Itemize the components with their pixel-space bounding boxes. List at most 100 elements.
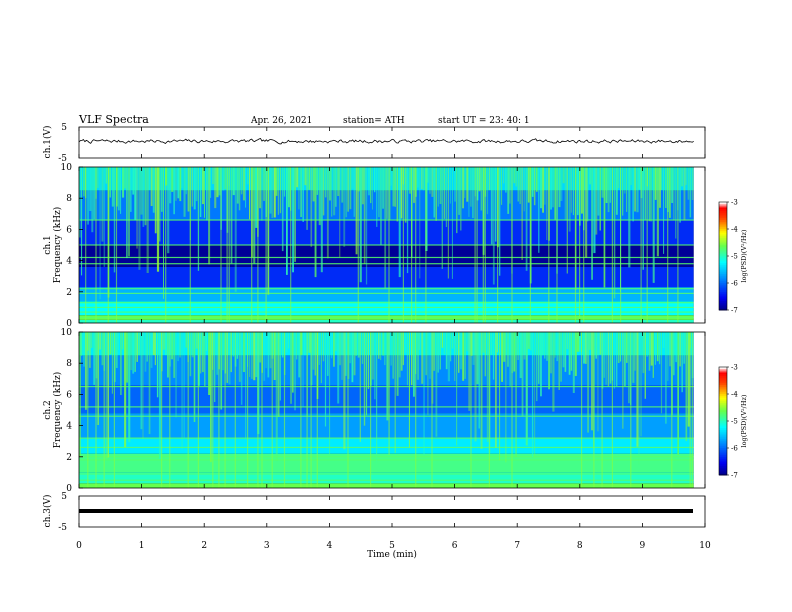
sferic-streak: [497, 167, 499, 323]
sferic-streak: [378, 167, 380, 218]
ch1-yticks: 0 2 4 6 8 10: [61, 163, 83, 329]
sferic-streak: [454, 167, 456, 202]
sferic-streak: [189, 167, 191, 323]
xtick-label: 4: [327, 541, 333, 551]
colorbar-step: [719, 252, 727, 255]
colorbar-step: [719, 413, 727, 417]
colorbar-step: [719, 370, 727, 373]
sferic-streak: [103, 332, 105, 488]
sferic-streak: [343, 332, 346, 450]
sferic-streak: [476, 332, 479, 385]
sferic-streak: [656, 332, 659, 362]
sferic-streak: [304, 167, 307, 186]
sferic-streak: [310, 332, 312, 488]
sferic-streak: [120, 167, 122, 214]
xtick-label: 10: [699, 541, 711, 551]
sferic-streak: [173, 332, 176, 378]
sferic-streak: [392, 332, 394, 379]
sferic-streak: [419, 332, 421, 350]
colorbar-tick-label: -4: [731, 226, 738, 234]
sferic-streak: [546, 167, 548, 241]
sferic-streak: [79, 167, 81, 238]
sferic-streak: [476, 167, 478, 323]
sferic-streak: [548, 332, 550, 390]
sferic-streak: [456, 167, 458, 234]
sferic-streak: [673, 332, 675, 376]
sferic-streak: [439, 332, 441, 370]
sferic-streak: [144, 167, 147, 226]
colorbar-step: [719, 388, 727, 391]
sferic-streak: [349, 332, 352, 364]
sferic-streak: [255, 167, 258, 228]
sferic-streak: [93, 167, 96, 220]
sferic-streak: [283, 332, 286, 488]
sferic-streak: [564, 332, 567, 372]
sferic-streak: [525, 332, 528, 446]
sferic-streak: [579, 167, 581, 323]
sferic-streak: [423, 332, 425, 456]
sferic-streak: [269, 332, 272, 369]
sferic-streak: [218, 167, 221, 196]
sferic-streak: [677, 332, 679, 456]
colorbar-step: [719, 299, 727, 302]
colorbar-step: [719, 473, 727, 476]
sferic-streak: [622, 167, 624, 216]
sferic-streak: [148, 332, 151, 435]
sferic-streak: [630, 167, 633, 186]
ch1-ytick-top: 5: [61, 123, 67, 133]
sferic-streak: [253, 167, 256, 264]
sferic-streak: [566, 167, 568, 274]
sferic-streak: [386, 332, 389, 421]
sferic-streak: [154, 167, 157, 234]
colorbar-step: [719, 275, 727, 279]
sferic-streak: [685, 167, 687, 186]
sferic-streak: [169, 167, 172, 204]
sferic-streak: [384, 167, 387, 289]
ytick-label: 6: [66, 225, 72, 235]
sferic-streak: [644, 332, 646, 399]
colorbar-step: [719, 254, 727, 257]
sferic-streak: [505, 332, 507, 463]
sferic-streak: [115, 167, 118, 323]
sferic-streak: [126, 332, 129, 383]
sferic-streak: [599, 332, 602, 355]
sferic-streak: [521, 332, 524, 417]
spectrogram-line: [79, 302, 694, 304]
spectrogram-band: [79, 245, 694, 267]
sferic-streak: [314, 332, 316, 376]
colorbar-step: [719, 203, 727, 207]
sferic-streak: [667, 332, 669, 381]
sferic-streak: [593, 167, 596, 254]
sferic-streak: [611, 332, 613, 488]
sferic-streak: [269, 167, 272, 214]
sferic-streak: [404, 332, 406, 353]
sferic-streak: [595, 167, 598, 235]
sferic-streak: [228, 332, 231, 385]
sferic-streak: [101, 167, 104, 242]
sferic-streak: [665, 167, 667, 208]
sferic-streak: [156, 167, 160, 272]
colorbar-step: [719, 392, 727, 395]
sferic-streak: [214, 332, 216, 402]
sferic-streak: [519, 167, 521, 204]
sferic-streak: [546, 332, 548, 361]
sferic-streak: [232, 167, 235, 196]
sferic-streak: [490, 167, 493, 245]
sferic-streak: [111, 332, 113, 394]
sferic-streak: [206, 332, 208, 351]
colorbar-step: [719, 290, 727, 293]
sferic-streak: [576, 332, 579, 352]
sferic-streak: [296, 167, 299, 188]
colorbar-step: [719, 383, 727, 386]
sferic-streak: [425, 167, 427, 323]
sferic-streak: [367, 167, 371, 196]
sferic-streak: [433, 167, 435, 218]
sferic-streak: [628, 332, 630, 404]
sferic-streak: [675, 167, 677, 239]
sferic-streak: [294, 332, 296, 411]
sferic-streak: [312, 332, 315, 370]
sferic-streak: [642, 167, 644, 270]
sferic-streak: [298, 332, 301, 378]
sferic-streak: [599, 167, 601, 231]
sferic-streak: [341, 167, 344, 203]
